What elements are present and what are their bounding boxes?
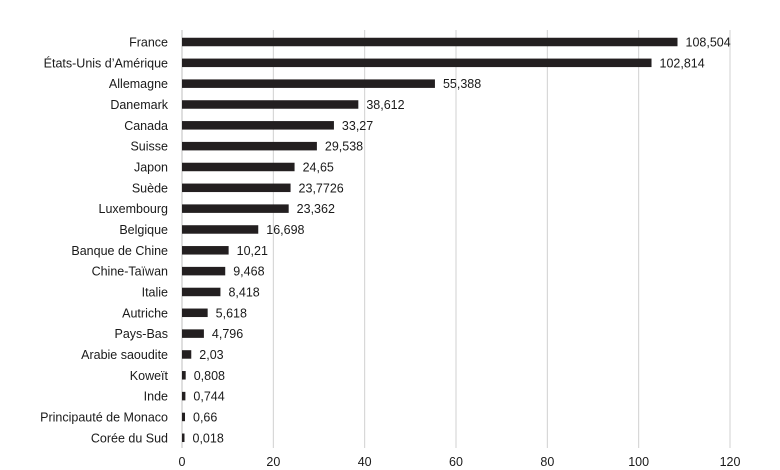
x-tick-label: 120 [720, 455, 741, 469]
category-label: Koweït [130, 369, 169, 383]
data-label: 0,808 [194, 369, 225, 383]
bar [182, 141, 317, 151]
data-label: 55,388 [443, 77, 481, 91]
data-label: 2,03 [199, 348, 223, 362]
data-label: 23,7726 [299, 181, 344, 195]
category-label: Suède [132, 181, 168, 195]
category-label: Pays-Bas [115, 327, 169, 341]
data-label: 33,27 [342, 119, 373, 133]
data-label: 16,698 [266, 223, 304, 237]
data-label: 0,66 [193, 410, 217, 424]
category-label: Belgique [119, 223, 168, 237]
data-label: 108,504 [686, 36, 731, 50]
category-label: France [129, 36, 168, 50]
bar [182, 412, 186, 422]
bar [182, 287, 221, 297]
category-label: Corée du Sud [91, 431, 168, 445]
bar [182, 371, 186, 380]
bar [182, 79, 435, 88]
bar [182, 350, 192, 359]
bar [182, 225, 259, 234]
category-label: Inde [144, 390, 168, 404]
category-label: Canada [124, 119, 168, 133]
category-label: Italie [142, 285, 168, 299]
data-label: 102,814 [660, 56, 705, 70]
category-label: Arabie saoudite [81, 348, 168, 362]
category-label: Japon [134, 160, 168, 174]
data-label: 5,618 [216, 306, 247, 320]
category-label: Allemagne [109, 77, 168, 91]
bar [182, 58, 652, 68]
category-label: États-Unis d’Amérique [44, 55, 168, 70]
bar [182, 183, 291, 193]
category-label: Luxembourg [99, 202, 169, 216]
bar [182, 162, 295, 172]
x-tick-label: 0 [179, 455, 186, 469]
x-tick-label: 80 [540, 455, 554, 469]
category-label: Chine-Taïwan [92, 265, 168, 279]
category-label: Principauté de Monaco [40, 410, 168, 424]
data-label: 8,418 [228, 285, 259, 299]
x-tick-label: 40 [358, 455, 372, 469]
bar [182, 329, 204, 338]
bar [182, 100, 359, 109]
x-tick-label: 20 [266, 455, 280, 469]
data-label: 24,65 [303, 160, 334, 174]
bar [182, 121, 334, 130]
data-label: 23,362 [297, 202, 335, 216]
data-label: 10,21 [237, 244, 268, 258]
bar [182, 246, 229, 255]
bar [182, 37, 678, 47]
bar [182, 204, 289, 213]
data-label: 9,468 [233, 265, 264, 279]
category-label: Autriche [122, 306, 168, 320]
category-label: Danemark [110, 98, 168, 112]
data-label: 0,744 [193, 390, 224, 404]
data-label: 0,018 [193, 431, 224, 445]
data-label: 4,796 [212, 327, 243, 341]
bar [182, 266, 226, 276]
bar [182, 391, 186, 401]
data-label: 38,612 [366, 98, 404, 112]
bar [182, 308, 208, 318]
x-tick-label: 60 [449, 455, 463, 469]
x-tick-label: 100 [628, 455, 649, 469]
bar [182, 433, 185, 443]
category-label: Banque de Chine [71, 244, 168, 258]
data-label: 29,538 [325, 140, 363, 154]
category-label: Suisse [130, 140, 168, 154]
